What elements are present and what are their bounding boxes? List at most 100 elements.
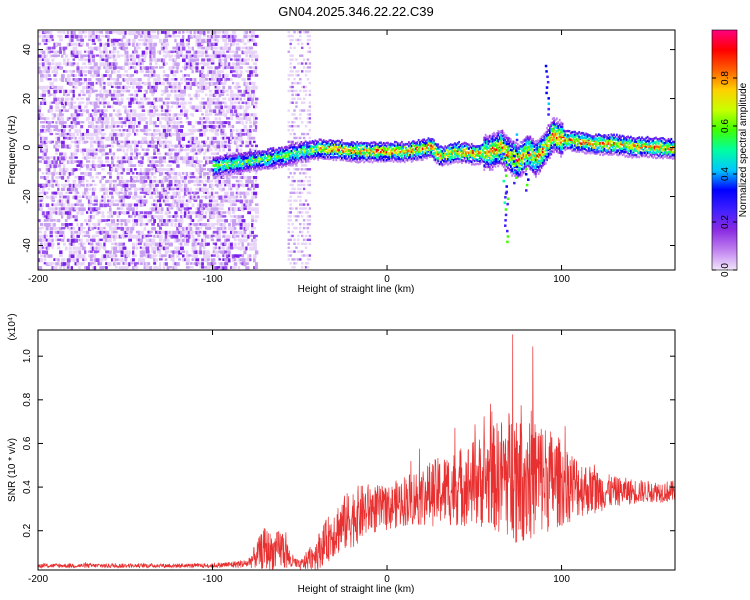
ridge-cell <box>294 148 297 151</box>
noise-cell <box>191 125 195 129</box>
noise-cell <box>253 93 256 98</box>
noise-cell <box>147 113 152 116</box>
noise-cell <box>124 254 128 259</box>
noise-cell <box>82 172 86 175</box>
noise-cell <box>249 121 252 125</box>
noise-cell <box>226 42 230 45</box>
noise-cell <box>222 125 226 128</box>
noise-cell <box>224 54 227 58</box>
ridge-cell <box>259 164 262 168</box>
noise-cell <box>49 211 52 216</box>
noise-cell <box>114 250 119 254</box>
noise-cell <box>205 38 209 42</box>
noise-cell <box>101 109 105 114</box>
noise-cell <box>141 58 146 62</box>
noise-cell <box>137 125 141 128</box>
noise-cell <box>122 246 127 250</box>
noise-cell <box>226 238 230 242</box>
noise-cell <box>114 199 119 202</box>
ridge-cell <box>300 155 303 158</box>
noise-cell <box>308 234 312 238</box>
noise-cell <box>120 250 124 255</box>
noise-cell <box>195 238 198 241</box>
noise-cell <box>289 234 292 238</box>
ridge-cell <box>254 166 257 170</box>
noise-cell <box>158 215 162 219</box>
noise-cell <box>195 30 199 34</box>
noise-cell <box>133 215 137 218</box>
noise-cell <box>222 215 227 218</box>
noise-cell <box>101 117 105 121</box>
noise-cell <box>160 81 165 86</box>
noise-cell <box>95 199 98 203</box>
noise-cell <box>116 85 121 89</box>
noise-cell <box>49 156 52 159</box>
noise-cell <box>118 219 122 223</box>
noise-cell <box>164 203 169 207</box>
noise-cell <box>149 175 152 180</box>
noise-cell <box>95 66 99 69</box>
noise-cell <box>170 54 173 58</box>
noise-cell <box>153 121 157 125</box>
noise-cell <box>214 211 219 215</box>
noise-cell <box>87 117 91 120</box>
noise-cell <box>95 70 100 75</box>
noise-cell <box>224 30 229 35</box>
noise-cell <box>160 187 164 191</box>
noise-cell <box>64 101 68 106</box>
noise-cell <box>183 101 187 105</box>
noise-cell <box>253 105 256 109</box>
noise-cell <box>180 156 184 161</box>
noise-cell <box>308 191 312 195</box>
noise-cell <box>289 66 292 69</box>
noise-cell <box>218 230 221 235</box>
noise-cell <box>85 191 89 195</box>
noise-cell <box>174 70 179 74</box>
noise-cell <box>39 246 44 251</box>
ridge-cell <box>313 157 315 161</box>
noise-cell <box>41 172 45 175</box>
noise-cell <box>287 199 290 202</box>
noise-cell <box>126 78 130 82</box>
ridge-cell <box>236 161 239 164</box>
noise-cell <box>153 42 157 47</box>
noise-cell <box>61 109 65 112</box>
noise-cell <box>181 34 185 40</box>
noise-cell <box>187 222 191 227</box>
noise-cell <box>126 54 129 59</box>
noise-cell <box>193 54 198 58</box>
noise-cell <box>231 254 236 259</box>
noise-cell <box>220 81 224 85</box>
ridge-cell <box>287 159 290 162</box>
noise-cell <box>304 266 308 269</box>
noise-cell <box>239 226 243 230</box>
noise-cell <box>68 89 73 94</box>
noise-cell <box>49 140 52 144</box>
noise-cell <box>155 105 158 110</box>
noise-cell <box>249 242 253 246</box>
noise-cell <box>141 101 145 105</box>
noise-cell <box>220 93 225 96</box>
noise-cell <box>157 207 161 212</box>
noise-cell <box>199 160 203 163</box>
noise-cell <box>228 125 232 128</box>
ridge-cell <box>216 174 219 178</box>
noise-cell <box>122 121 127 125</box>
noise-cell <box>176 226 180 231</box>
ridge-cell <box>293 143 296 147</box>
noise-cell <box>208 70 213 74</box>
noise-cell <box>164 246 169 250</box>
noise-cell <box>206 191 210 195</box>
noise-cell <box>57 238 62 242</box>
noise-cell <box>176 203 179 208</box>
noise-cell <box>132 42 135 47</box>
noise-cell <box>41 50 46 55</box>
noise-cell <box>218 125 221 129</box>
noise-cell <box>74 85 78 89</box>
noise-cell <box>302 66 306 69</box>
noise-cell <box>180 93 184 98</box>
ridge-cell <box>308 147 311 150</box>
noise-cell <box>168 156 173 160</box>
noise-cell <box>124 144 128 148</box>
noise-cell <box>222 246 225 251</box>
